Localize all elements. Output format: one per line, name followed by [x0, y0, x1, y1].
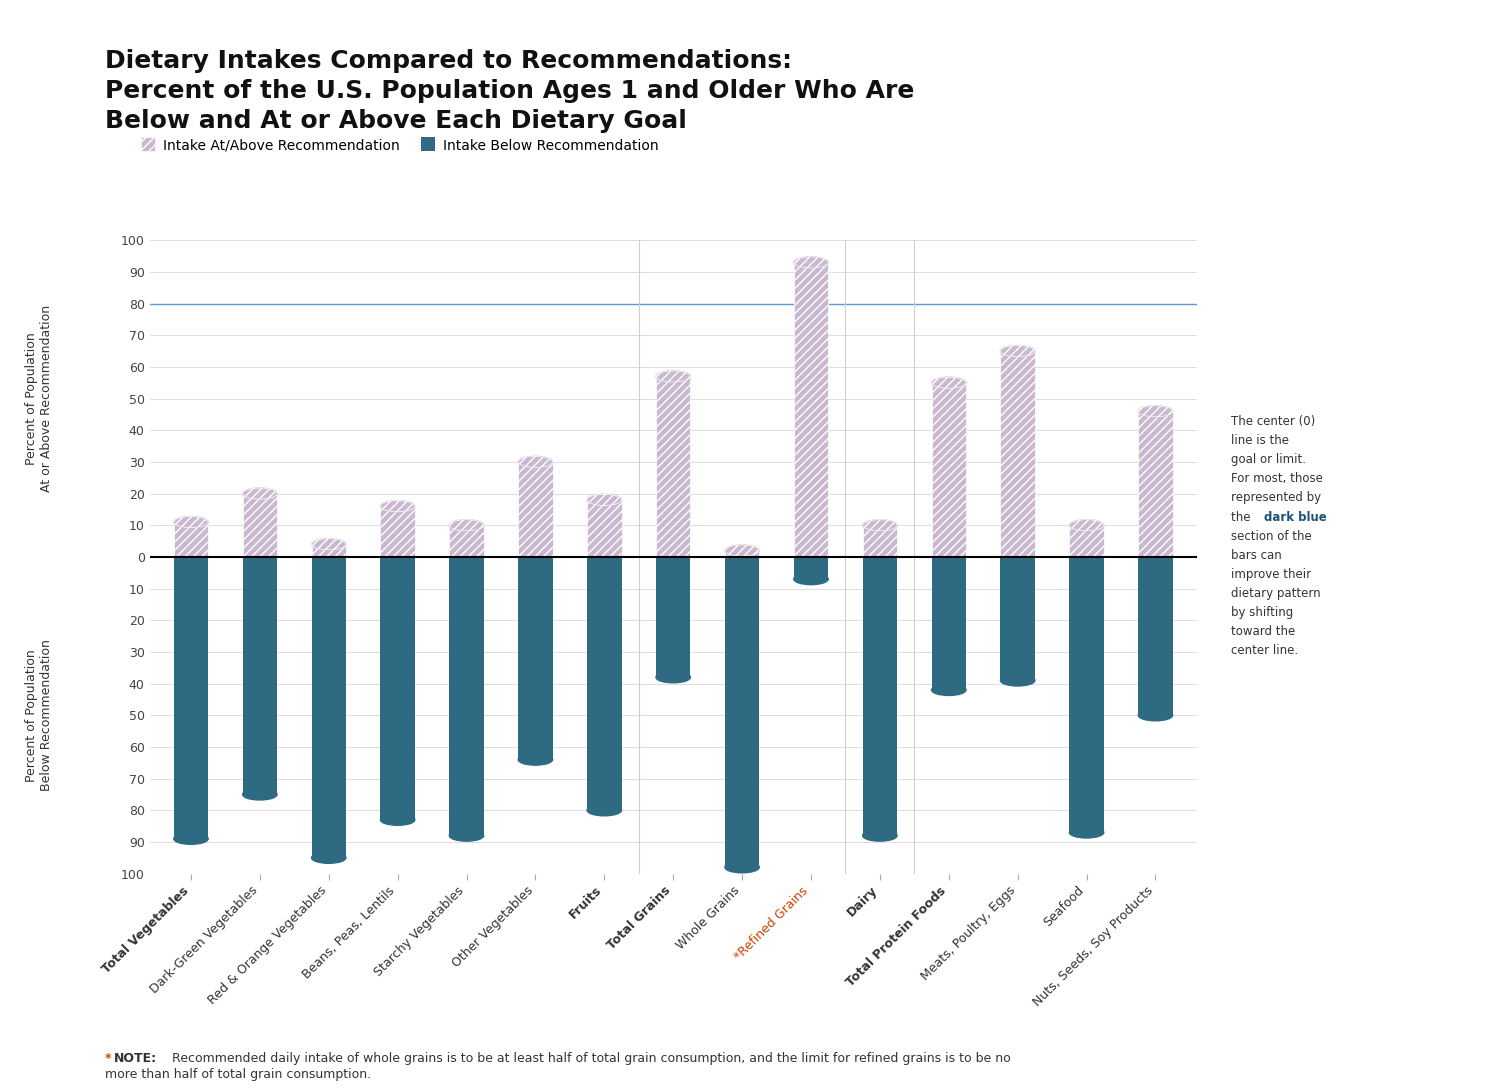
- Ellipse shape: [1001, 345, 1035, 357]
- Text: Percent of Population
Below Recommendation: Percent of Population Below Recommendati…: [25, 639, 54, 792]
- Bar: [932, 557, 966, 690]
- Ellipse shape: [449, 830, 483, 841]
- Ellipse shape: [655, 672, 691, 682]
- Bar: [174, 557, 208, 839]
- Text: Recommended daily intake of whole grains is to be at least half of total grain c: Recommended daily intake of whole grains…: [168, 1052, 1010, 1065]
- Text: by shifting: by shifting: [1231, 606, 1294, 619]
- Ellipse shape: [518, 755, 552, 765]
- Text: bars can: bars can: [1231, 548, 1282, 561]
- Text: Percent of Population
At or Above Recommendation: Percent of Population At or Above Recomm…: [25, 305, 54, 492]
- Text: toward the: toward the: [1231, 625, 1296, 638]
- Bar: [1070, 525, 1104, 557]
- Bar: [1070, 557, 1104, 832]
- Text: goal or limit.: goal or limit.: [1231, 453, 1306, 466]
- Bar: [380, 507, 414, 557]
- Bar: [863, 557, 898, 835]
- Text: NOTE:: NOTE:: [114, 1052, 157, 1065]
- Ellipse shape: [726, 862, 760, 873]
- Ellipse shape: [863, 520, 898, 531]
- Text: line is the: line is the: [1231, 434, 1290, 447]
- Bar: [1138, 557, 1173, 715]
- Ellipse shape: [932, 377, 966, 389]
- Ellipse shape: [1070, 827, 1104, 838]
- Bar: [449, 557, 483, 835]
- Text: section of the: section of the: [1231, 530, 1312, 543]
- Bar: [174, 522, 208, 557]
- Bar: [586, 500, 621, 557]
- Text: dark blue: dark blue: [1264, 511, 1327, 523]
- Bar: [380, 557, 414, 820]
- Bar: [794, 262, 829, 557]
- Ellipse shape: [518, 456, 552, 467]
- Ellipse shape: [655, 371, 691, 382]
- Ellipse shape: [242, 788, 277, 800]
- Bar: [586, 557, 621, 810]
- Bar: [311, 544, 346, 557]
- Ellipse shape: [449, 520, 483, 531]
- Ellipse shape: [794, 573, 829, 584]
- Ellipse shape: [174, 833, 208, 844]
- Bar: [242, 494, 277, 557]
- Ellipse shape: [1138, 710, 1173, 721]
- Text: more than half of total grain consumption.: more than half of total grain consumptio…: [105, 1068, 371, 1081]
- Ellipse shape: [380, 501, 414, 512]
- Bar: [932, 383, 966, 557]
- Text: *: *: [105, 1052, 111, 1065]
- Ellipse shape: [1070, 520, 1104, 531]
- Legend: Intake At/Above Recommendation, Intake Below Recommendation: Intake At/Above Recommendation, Intake B…: [136, 133, 664, 158]
- Ellipse shape: [726, 545, 760, 556]
- Bar: [655, 377, 691, 557]
- Bar: [863, 525, 898, 557]
- Bar: [1001, 352, 1035, 557]
- Text: the: the: [1231, 511, 1255, 523]
- Bar: [449, 525, 483, 557]
- Ellipse shape: [311, 852, 346, 864]
- Bar: [655, 557, 691, 677]
- Ellipse shape: [586, 495, 621, 506]
- Ellipse shape: [311, 538, 346, 549]
- Ellipse shape: [1138, 406, 1173, 417]
- Ellipse shape: [1001, 675, 1035, 686]
- Text: improve their: improve their: [1231, 568, 1312, 581]
- Text: Dietary Intakes Compared to Recommendations:
Percent of the U.S. Population Ages: Dietary Intakes Compared to Recommendati…: [105, 49, 914, 132]
- Text: represented by: represented by: [1231, 491, 1321, 505]
- Text: For most, those: For most, those: [1231, 472, 1322, 485]
- Bar: [311, 557, 346, 858]
- Bar: [1138, 412, 1173, 557]
- Text: dietary pattern: dietary pattern: [1231, 587, 1321, 600]
- Bar: [1001, 557, 1035, 680]
- Bar: [794, 557, 829, 579]
- Bar: [726, 550, 760, 557]
- Ellipse shape: [380, 815, 414, 826]
- Ellipse shape: [242, 488, 277, 499]
- Bar: [242, 557, 277, 795]
- Text: center line.: center line.: [1231, 644, 1299, 657]
- Bar: [518, 557, 552, 760]
- Ellipse shape: [174, 517, 208, 527]
- Text: The center (0): The center (0): [1231, 415, 1315, 428]
- Ellipse shape: [586, 805, 621, 816]
- Bar: [726, 557, 760, 867]
- Ellipse shape: [794, 257, 829, 268]
- Ellipse shape: [863, 830, 898, 841]
- Bar: [518, 462, 552, 557]
- Ellipse shape: [932, 685, 966, 696]
